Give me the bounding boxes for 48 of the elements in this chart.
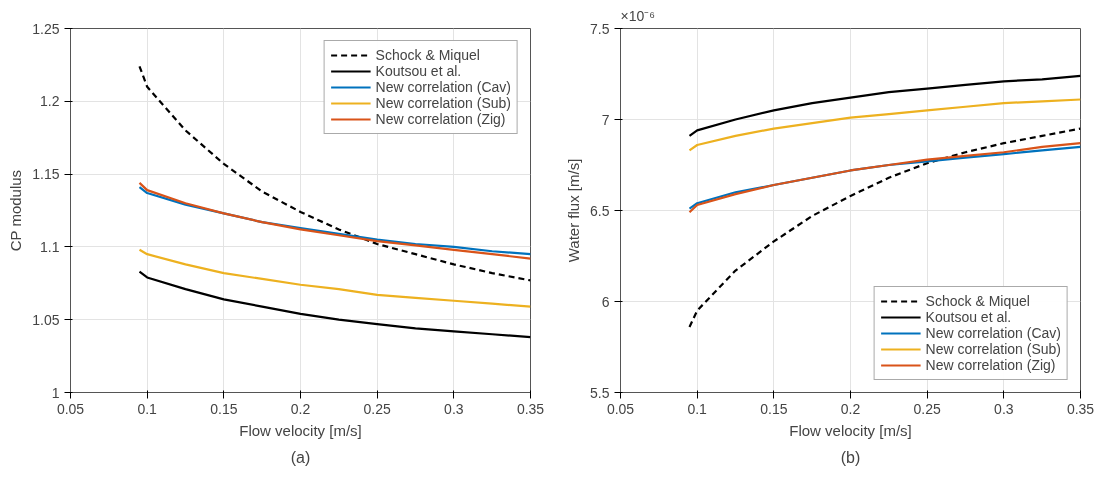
text: (b)	[840, 448, 861, 466]
text: (a)	[290, 448, 311, 466]
x-tick-label: 0.05	[56, 400, 85, 417]
y-tick-label: 7	[601, 111, 610, 128]
x-tick-label: 0.35	[1066, 400, 1095, 417]
text: ×10⁻⁶	[620, 7, 656, 24]
x-tick-label: 0.25	[363, 400, 391, 417]
x-tick-label: 0.3	[444, 400, 464, 417]
x-tick-label: 0.35	[516, 400, 545, 417]
y-tick-label: 1.2	[40, 93, 60, 110]
x-tick-label: 0.2	[840, 400, 861, 417]
legend-label: New correlation (Cav)	[375, 79, 511, 95]
legend-label: New correlation (Sub)	[925, 341, 1061, 357]
y-tick-label: 1.15	[32, 166, 60, 183]
legend-label: New correlation (Zig)	[925, 357, 1056, 373]
y-tick-label: 7.5	[590, 20, 610, 37]
legend-label: Koutsou et al.	[925, 309, 1012, 325]
y-tick-label: 5.5	[590, 384, 610, 401]
y-tick-label: 6.5	[590, 202, 610, 219]
x-tick-label: 0.1	[687, 400, 708, 417]
y-tick-label: 1.25	[32, 20, 60, 37]
x-axis-title: Flow velocity [m/s]	[239, 421, 362, 439]
x-tick-label: 0.15	[760, 400, 788, 417]
legend-label: New correlation (Sub)	[375, 95, 511, 111]
line-series	[688, 127, 1081, 329]
legend-label: New correlation (Cav)	[925, 325, 1061, 341]
line-series	[688, 74, 1081, 137]
x-tick-label: 0.3	[994, 400, 1014, 417]
legend-label: New correlation (Zig)	[375, 111, 506, 127]
x-tick-label: 0.2	[290, 400, 311, 417]
legend-label: Schock & Miquel	[375, 47, 480, 63]
y-tick-label: 1.05	[32, 311, 60, 328]
x-tick-label: 0.1	[137, 400, 158, 417]
y-axis-title: Water flux [m/s]	[565, 158, 583, 263]
y-tick-label: 6	[601, 293, 610, 310]
y-tick-label: 1	[51, 384, 60, 401]
x-axis-title: Flow velocity [m/s]	[789, 421, 912, 439]
x-tick-label: 0.05	[606, 400, 635, 417]
line-series	[138, 248, 531, 308]
line-series	[688, 98, 1081, 152]
legend-label: Koutsou et al.	[375, 63, 462, 79]
line-series	[138, 270, 531, 339]
line-series	[138, 65, 531, 282]
x-tick-label: 0.25	[913, 400, 941, 417]
legend-label: Schock & Miquel	[925, 293, 1030, 309]
y-axis-title: CP modulus	[7, 169, 25, 252]
y-tick-label: 1.1	[40, 238, 60, 255]
x-tick-label: 0.15	[210, 400, 238, 417]
